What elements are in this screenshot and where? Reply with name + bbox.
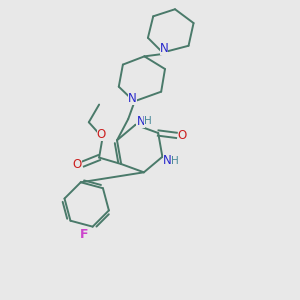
Text: H: H xyxy=(171,156,178,166)
Text: O: O xyxy=(97,128,106,141)
Text: H: H xyxy=(144,116,152,126)
Text: N: N xyxy=(163,154,172,167)
Text: F: F xyxy=(80,228,88,242)
Text: O: O xyxy=(178,129,187,142)
Text: N: N xyxy=(128,92,137,105)
Text: N: N xyxy=(136,115,145,128)
Text: O: O xyxy=(72,158,82,170)
Text: N: N xyxy=(160,42,169,55)
